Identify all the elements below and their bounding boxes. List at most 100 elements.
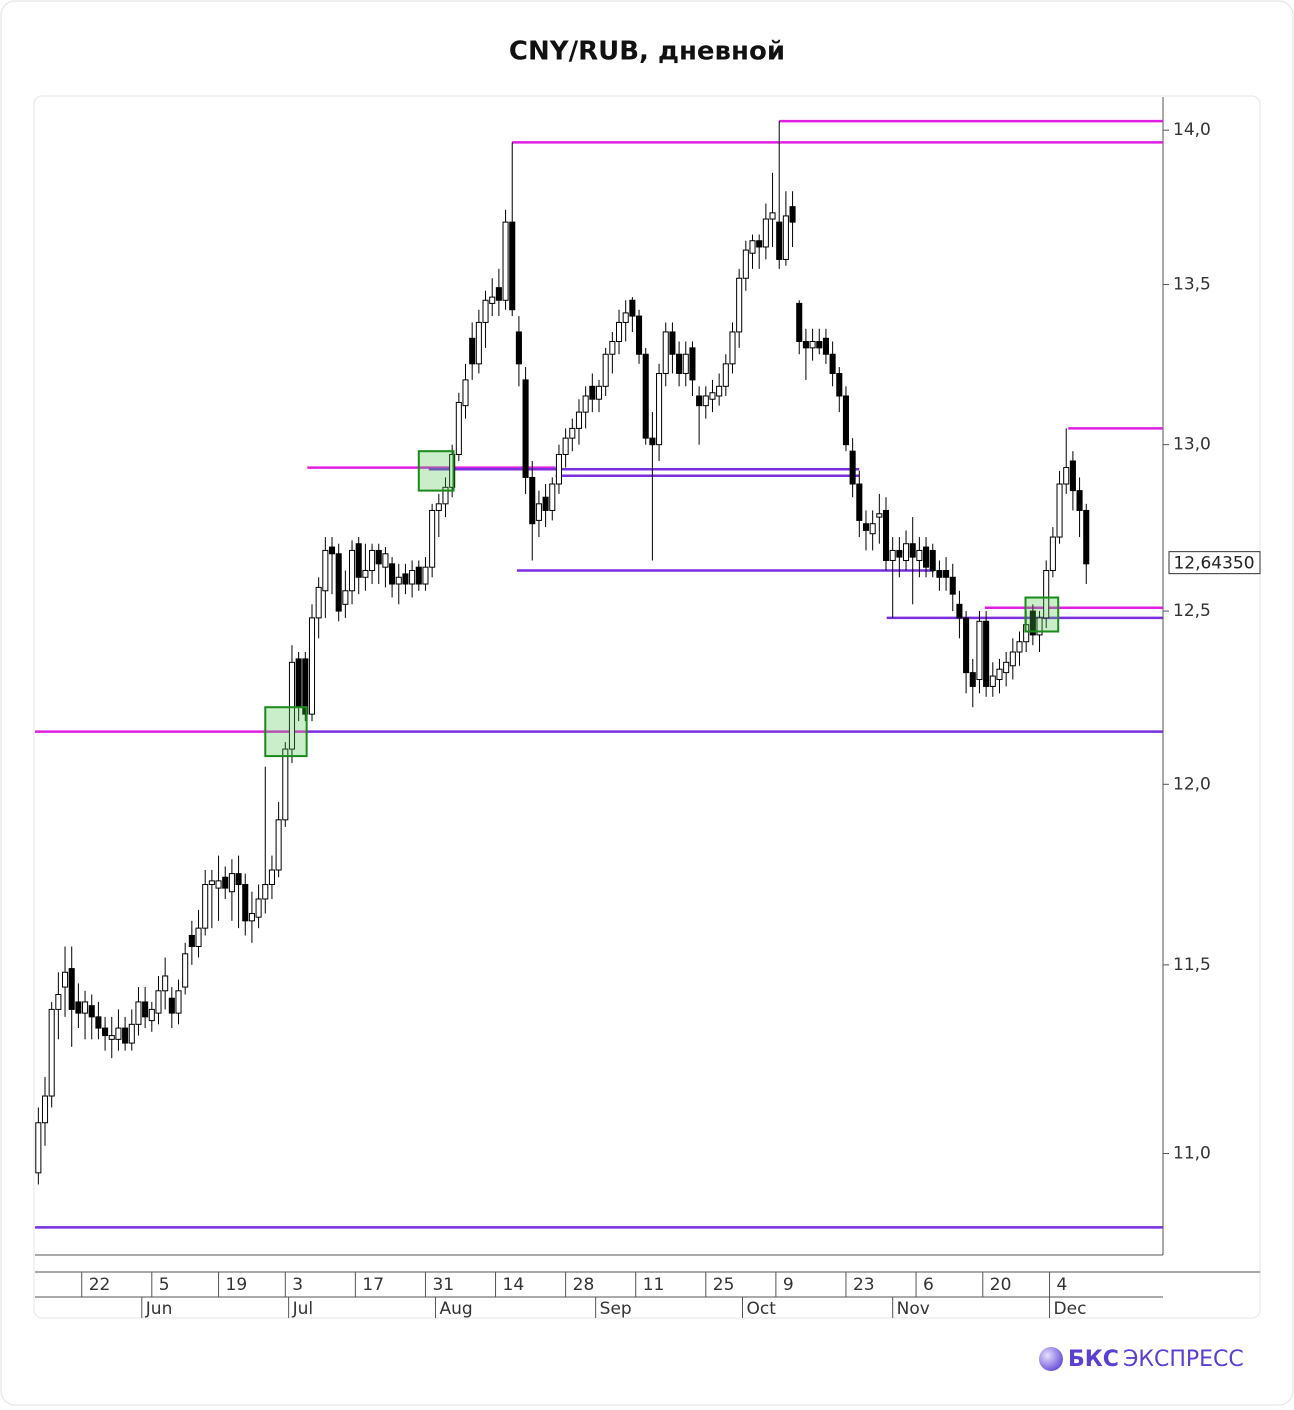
candle-body (489, 296, 496, 304)
candle-body (816, 340, 823, 349)
candle-body (602, 353, 609, 387)
candle-body (722, 363, 729, 387)
candle-body (716, 385, 723, 397)
candle-body (222, 876, 229, 889)
brand-product: ЭКСПРЕСС (1123, 1347, 1244, 1372)
candle-body (1043, 570, 1050, 619)
candle-body (369, 549, 376, 572)
candle-body (235, 873, 242, 885)
candle-body (335, 553, 342, 612)
month-tick-label: Jul (292, 1299, 314, 1319)
candle-body (849, 450, 856, 485)
candle-body (1049, 536, 1056, 572)
y-tick-label: 12,0 (1173, 774, 1211, 794)
candle-body (415, 566, 422, 585)
candle-body (328, 546, 336, 555)
candle-body (702, 395, 709, 407)
candle-body (869, 523, 876, 535)
candle-body (1003, 661, 1010, 674)
candle-body (195, 927, 202, 947)
x-tick-label: 25 (713, 1275, 735, 1295)
x-tick-label: 20 (990, 1275, 1012, 1295)
candle-body (669, 331, 676, 355)
candle-body (442, 486, 449, 505)
chart-panel (33, 95, 1261, 1319)
candle-body (455, 401, 462, 455)
candle-body (909, 543, 916, 558)
candle-body (1076, 490, 1083, 511)
candle-body (829, 353, 836, 374)
candle-body (622, 312, 629, 323)
candle-body (102, 1027, 109, 1037)
candle-body (1029, 610, 1036, 636)
month-tick-label: Dec (1054, 1299, 1087, 1319)
candle-body (662, 331, 669, 374)
candle-body (389, 563, 396, 585)
candle-body (642, 353, 649, 439)
x-tick-label: 19 (226, 1275, 248, 1295)
candle-body (268, 869, 275, 885)
y-tick-label: 14,0 (1173, 120, 1211, 140)
candle-body (422, 566, 429, 585)
candle-body (956, 603, 963, 619)
candle-body (535, 503, 542, 521)
candle-body (595, 385, 603, 400)
y-tick-label: 12,5 (1173, 601, 1211, 621)
x-tick-label: 9 (783, 1275, 794, 1295)
candle-body (88, 1005, 95, 1018)
candle-body (782, 215, 789, 260)
candle-body (923, 546, 930, 568)
x-tick-label: 23 (853, 1275, 875, 1295)
candle-body (48, 1008, 55, 1097)
candle-body (375, 549, 382, 565)
candle-body (435, 503, 442, 511)
candle-body (842, 395, 849, 446)
x-tick-label: 6 (923, 1275, 934, 1295)
candle-body (75, 1001, 82, 1014)
candle-body (495, 287, 502, 301)
x-tick-label: 11 (643, 1275, 665, 1295)
candle-body (936, 570, 943, 578)
last-price-box (1168, 551, 1261, 575)
month-tick-label: Sep (600, 1299, 632, 1319)
candle-body (95, 1016, 102, 1029)
candle-body (215, 880, 222, 889)
candle-body (789, 206, 796, 223)
x-tick-label: 3 (292, 1275, 303, 1295)
candle-body (943, 570, 950, 578)
candle-body (148, 1008, 155, 1022)
candle-body (82, 1001, 89, 1014)
candle-body (429, 509, 436, 568)
candle-body (248, 913, 255, 922)
candle-body (1063, 467, 1070, 485)
candle-body (41, 1095, 49, 1124)
candle-body (61, 971, 69, 988)
candle-body (989, 675, 996, 687)
candle-body (515, 331, 522, 365)
candle-body (856, 483, 863, 521)
logo-icon (1039, 1347, 1063, 1371)
candle-body (542, 496, 549, 511)
candle-body (836, 372, 843, 397)
candle-body (202, 883, 209, 929)
candle-body (295, 658, 302, 708)
candle-body (1036, 617, 1043, 636)
x-tick-label: 14 (503, 1275, 525, 1295)
signal-zone (264, 706, 308, 758)
candle-body (108, 1035, 115, 1040)
candle-body (629, 299, 636, 317)
signal-zone (1024, 596, 1060, 633)
y-tick-label: 11,0 (1173, 1144, 1211, 1164)
candle-body (582, 395, 589, 413)
candle-body (282, 748, 289, 821)
candle-body (656, 372, 663, 446)
candle-body (449, 453, 456, 488)
candle-body (275, 819, 282, 871)
candle-body (769, 212, 776, 220)
x-tick-label: 22 (89, 1275, 111, 1295)
candle-body (142, 1001, 149, 1018)
candle-body (262, 883, 269, 900)
candle-body (969, 672, 976, 687)
candle-body (302, 658, 309, 715)
